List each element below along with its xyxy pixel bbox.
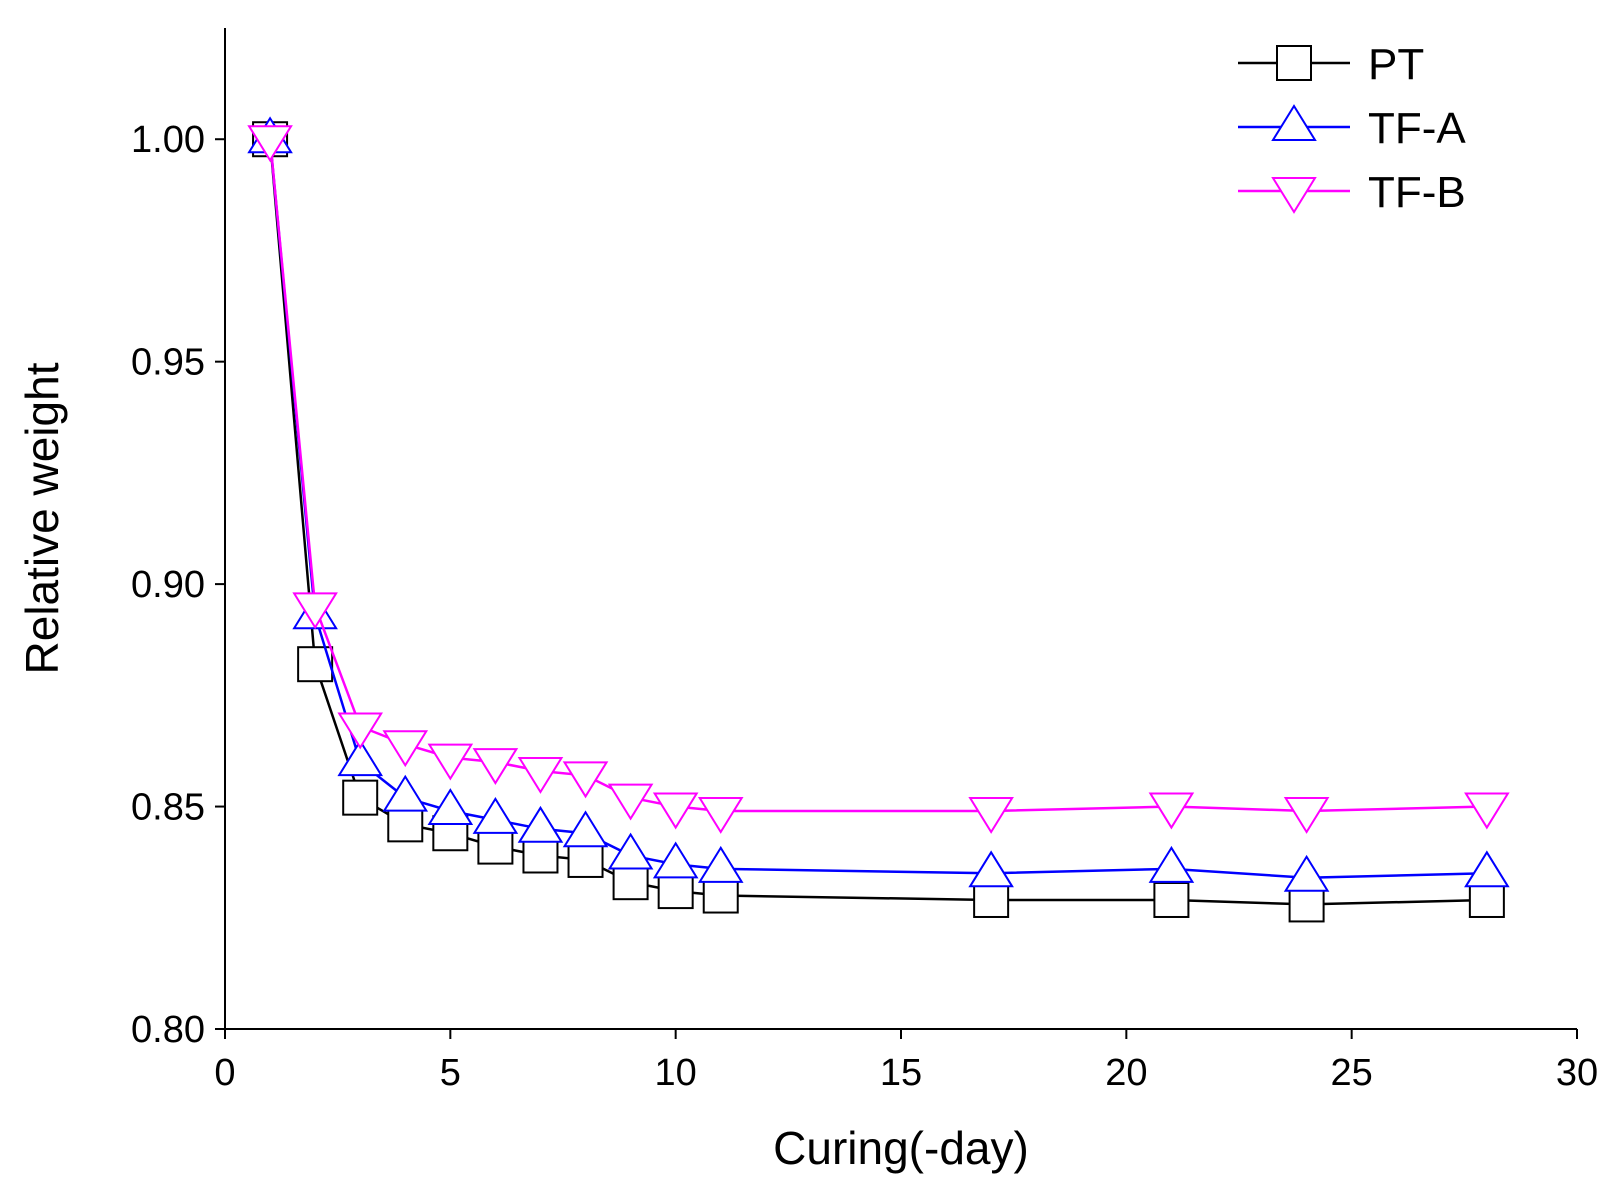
legend-marker-tf-a (1271, 104, 1317, 141)
data-point-pt (1153, 881, 1190, 918)
data-point-tf-b (427, 743, 474, 781)
data-point-tf-a (607, 832, 654, 870)
data-point-pt (1288, 886, 1325, 923)
x-tick-label: 20 (1105, 1052, 1147, 1094)
data-point-tf-b (292, 592, 338, 630)
y-tick-label: 0.80 (131, 1009, 205, 1051)
series-line-tf-b (268, 139, 1487, 813)
data-point-tf-b (1464, 792, 1510, 830)
axes: 0 5 10 15 20 25 30 0.80 0.85 0.90 0.95 1.00 (131, 28, 1598, 1094)
x-tick-label: 15 (880, 1052, 922, 1094)
data-point-tf-a (517, 805, 564, 843)
data-point-tf-b (697, 797, 744, 834)
data-point-tf-a (1148, 845, 1195, 883)
data-point-pt (1468, 881, 1505, 918)
data-point-tf-b (517, 756, 564, 794)
data-point-tf-a (382, 774, 429, 812)
data-point-tf-a (472, 796, 519, 834)
series-layer (247, 116, 1510, 923)
data-point-pt (477, 828, 514, 865)
legend-label: TF-A (1368, 104, 1466, 153)
data-point-tf-b (337, 712, 383, 750)
legend-label: PT (1368, 40, 1424, 89)
data-point-tf-a (968, 850, 1014, 888)
x-tick-label: 0 (214, 1052, 235, 1094)
data-point-tf-b (382, 730, 429, 768)
data-point-pt (612, 864, 649, 901)
data-point-tf-b (1148, 792, 1195, 830)
data-point-tf-a (427, 788, 474, 826)
legend-marker-pt (1276, 45, 1312, 81)
data-point-tf-b (652, 792, 699, 830)
x-tick-label: 30 (1556, 1052, 1598, 1094)
y-tick-label: 1.00 (131, 119, 205, 161)
data-point-pt (657, 873, 694, 910)
data-point-tf-b (562, 761, 609, 799)
data-point-tf-a (1464, 850, 1510, 888)
data-point-tf-a (652, 841, 699, 879)
legend-label: TF-B (1368, 168, 1466, 217)
y-tick-label: 0.95 (131, 342, 205, 384)
data-point-pt (567, 841, 604, 878)
data-point-pt (387, 806, 424, 843)
series-tf-a (247, 116, 1510, 892)
series-line-pt (268, 139, 1487, 906)
data-point-tf-b (1283, 797, 1330, 834)
data-point-pt (342, 779, 379, 816)
data-point-tf-a (697, 845, 744, 883)
x-axis-title: Curing(-day) (773, 1122, 1029, 1174)
data-point-tf-b (607, 783, 654, 821)
data-point-tf-a (337, 739, 383, 777)
series-tf-b (247, 125, 1510, 834)
legend-entry-tf-a: TF-A (1238, 104, 1466, 153)
data-point-pt (973, 881, 1010, 918)
y-tick-label: 0.90 (131, 564, 205, 606)
data-point-tf-b (472, 748, 519, 785)
data-point-tf-a (562, 810, 609, 848)
data-point-tf-b (247, 125, 293, 163)
legend: PT TF-A TF-B (1238, 40, 1466, 217)
data-point-tf-b (968, 797, 1014, 834)
legend-entry-pt: PT (1238, 40, 1424, 89)
y-axis-title: Relative weight (16, 362, 68, 674)
x-tick-label: 10 (655, 1052, 697, 1094)
data-point-pt (522, 837, 559, 874)
data-point-pt (702, 877, 739, 914)
legend-entry-tf-b: TF-B (1238, 168, 1466, 217)
x-tick-label: 5 (440, 1052, 461, 1094)
legend-marker-tf-b (1271, 177, 1317, 214)
x-tick-label: 25 (1331, 1052, 1373, 1094)
y-tick-label: 0.85 (131, 787, 205, 829)
data-point-tf-a (1283, 854, 1330, 892)
